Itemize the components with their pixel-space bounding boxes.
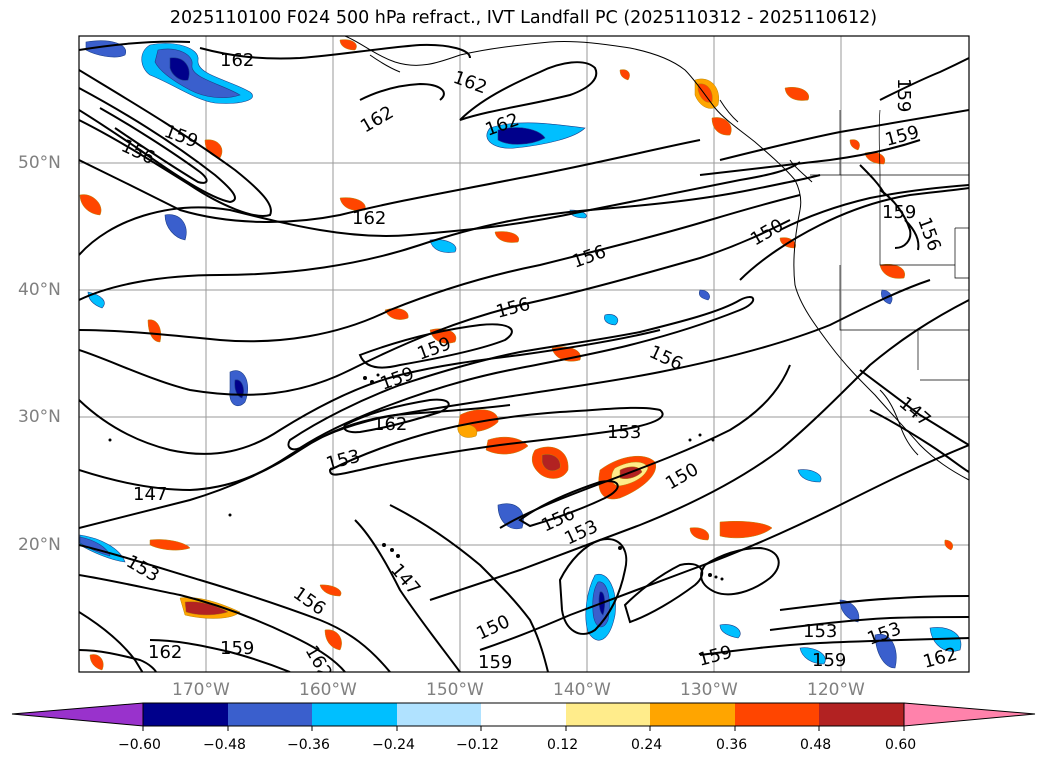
lat-label-30n: 30°N [18,407,61,427]
contour-label: 153 [803,621,837,642]
contour-label: 159 [812,650,846,671]
colorbar-tick-label: 0.48 [800,737,832,753]
lon-label-160w: 160°W [299,680,357,700]
colorbar-tick-label: 0.24 [631,737,663,753]
contour-label: 159 [893,78,914,112]
lon-label-150w: 150°W [426,680,484,700]
contour-label: 147 [133,484,167,505]
colorbar-segment [735,703,819,726]
colorbar-ticks [142,726,905,731]
colorbar-tick-label: −0.24 [372,737,415,753]
contour-label: 153 [607,422,641,443]
contour-label-group: 162 162 162 162 162 162 159 159 159 159 … [118,50,960,673]
colorbar-segment [228,703,312,726]
lat-label-20n: 20°N [18,535,61,555]
colorbar-segment [819,703,904,726]
map-title: 2025110100 F024 500 hPa refract., IVT La… [169,8,878,28]
contour-label: 162 [148,642,182,663]
coastlines [344,36,969,481]
island-chains [108,373,724,581]
lon-label-170w: 170°W [172,680,230,700]
colorbar-tick-label: −0.36 [287,737,330,753]
contour-label: 159 [882,202,916,223]
map-frame [78,35,970,673]
colorbar-frame [142,702,905,727]
colorbar-segment [481,703,566,726]
colorbar-tick-label: −0.12 [456,737,499,753]
colorbar-segment [397,703,481,726]
contour-label: 159 [220,638,254,659]
colorbar-segment [143,703,228,726]
colorbar-tick-label: 0.60 [885,737,917,753]
colorbar-tick-label: −0.60 [118,737,161,753]
gridlines [79,36,969,672]
lon-label-140w: 140°W [553,680,611,700]
colorbar-upper-extend [903,702,1036,727]
colorbar-tick-label: 0.12 [547,737,579,753]
contour-label: 159 [478,652,512,673]
colorbar-segment [650,703,735,726]
colorbar-segment [312,703,397,726]
colorbar-tick-label: 0.36 [716,737,748,753]
lon-label-120w: 120°W [807,680,865,700]
contour-label: 162 [220,50,254,71]
borders [810,109,969,381]
lat-label-50n: 50°N [18,153,61,173]
contour-label: 162 [373,414,407,435]
colorbar-lower-extend [11,702,144,727]
colorbar-tick-label: −0.48 [203,737,246,753]
lat-label-40n: 40°N [18,280,61,300]
colorbar-segment [566,703,650,726]
map-plot-area: 162 162 162 162 162 162 159 159 159 159 … [79,36,969,673]
colorbar [11,702,1036,731]
refractivity-contours [79,40,969,672]
lon-label-130w: 130°W [680,680,738,700]
contour-label: 162 [352,208,386,229]
